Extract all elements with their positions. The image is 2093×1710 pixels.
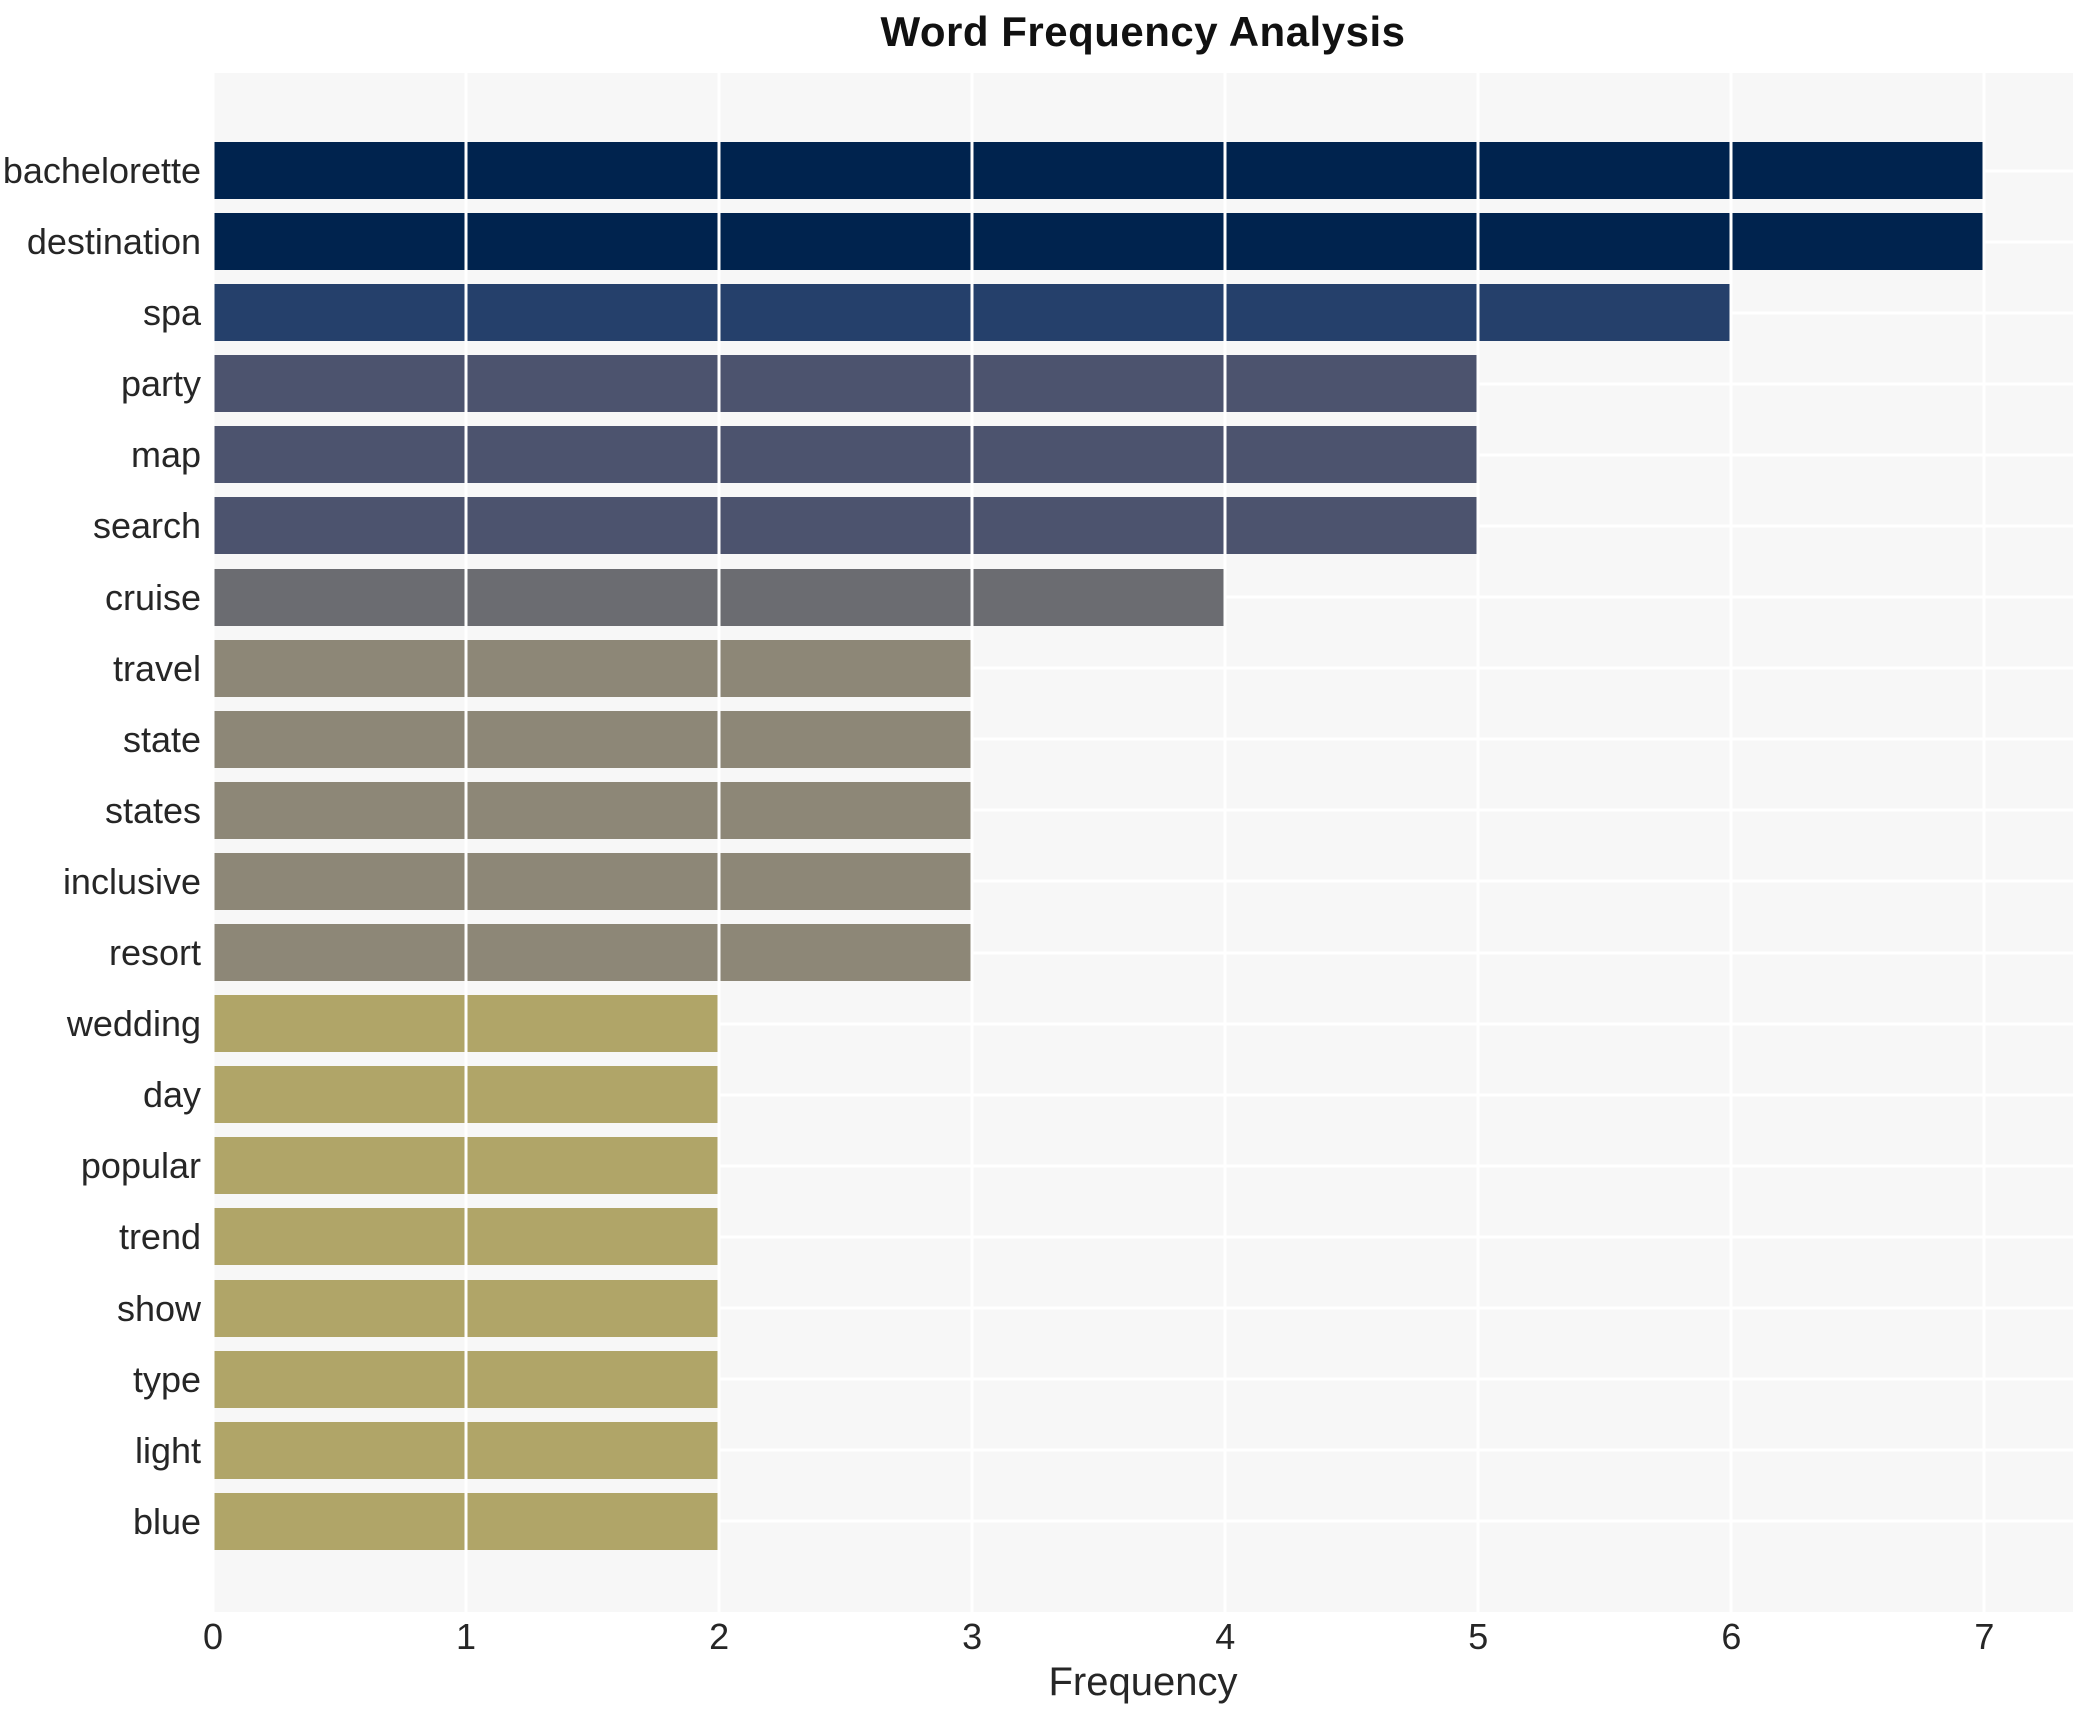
y-gridline [213, 1093, 2073, 1097]
x-tick-label-1: 1 [456, 1616, 477, 1657]
category-label-resort: resort [108, 932, 201, 974]
bar-row-bachelorette: bachelorette [3, 142, 2073, 199]
frequency-bar-map [213, 426, 1479, 484]
category-label-blue: blue [132, 1500, 201, 1542]
x-gridline-3 [970, 73, 974, 1612]
category-label-inclusive: inclusive [62, 860, 201, 902]
y-gridline [213, 1448, 2073, 1452]
y-gridline [213, 951, 2073, 955]
category-label-show: show [116, 1287, 201, 1329]
bar-row-blue: blue [133, 1492, 2073, 1550]
chart-title: Word Frequency Analysis [880, 8, 1406, 55]
x-gridline-1 [464, 73, 468, 1612]
x-axis-title: Frequency [1048, 1660, 1238, 1704]
x-tick-label-3: 3 [962, 1616, 983, 1657]
category-label-light: light [134, 1429, 201, 1471]
y-gridline [213, 879, 2073, 883]
category-label-type: type [132, 1358, 201, 1400]
y-gridline [213, 1022, 2073, 1026]
x-gridline-2 [717, 73, 721, 1612]
category-label-bachelorette: bachelorette [2, 150, 201, 191]
bar-row-resort: resort [109, 924, 2073, 982]
category-label-destination: destination [26, 221, 201, 263]
frequency-bar-state [213, 710, 973, 768]
bar-row-destination: destination [27, 213, 2073, 271]
frequency-bar-party [213, 355, 1479, 413]
category-label-state: state [122, 718, 201, 760]
frequency-bar-states [213, 781, 973, 839]
x-tick-label-0: 0 [202, 1616, 224, 1657]
bar-row-inclusive: inclusive [63, 852, 2073, 910]
frequency-bar-search [213, 497, 1479, 555]
bar-row-popular: popular [81, 1137, 2073, 1195]
frequency-bar-travel [213, 639, 973, 697]
plot-area: bachelorette destination spa party map search… [3, 73, 2073, 1612]
x-gridline-6 [1729, 73, 1733, 1612]
bar-row-wedding: wedding [67, 995, 2073, 1053]
x-tick-label-6: 6 [1721, 1616, 1742, 1657]
category-label-wedding: wedding [66, 1003, 201, 1045]
bar-row-party: party [121, 355, 2073, 413]
bar-row-states: states [105, 781, 2073, 839]
x-tick-label-2: 2 [709, 1616, 730, 1657]
bar-row-day: day [143, 1066, 2073, 1124]
y-gridline [213, 1519, 2073, 1523]
category-label-spa: spa [142, 292, 201, 334]
x-gridline-4 [1223, 73, 1227, 1612]
y-gridline [213, 1306, 2073, 1310]
x-tick-label-4: 4 [1215, 1616, 1236, 1657]
category-label-cruise: cruise [104, 576, 201, 618]
y-gridline [213, 1377, 2073, 1381]
bar-row-cruise: cruise [105, 568, 2073, 626]
y-gridline [213, 737, 2073, 741]
category-label-search: search [92, 505, 201, 547]
category-label-states: states [104, 789, 201, 831]
frequency-bar-destination [213, 213, 1985, 271]
frequency-bar-resort [213, 924, 973, 982]
bar-row-light: light [135, 1421, 2073, 1479]
bar-rows-container: bachelorette destination spa party map search… [3, 73, 2073, 1612]
category-label-trend: trend [118, 1216, 201, 1258]
category-label-day: day [142, 1074, 201, 1116]
y-gridline [213, 808, 2073, 812]
x-gridline-7 [1982, 73, 1986, 1612]
y-gridline [213, 666, 2073, 670]
frequency-bar-inclusive [213, 852, 973, 910]
category-label-popular: popular [80, 1145, 201, 1187]
category-label-map: map [130, 434, 201, 476]
y-gridline [213, 1235, 2073, 1239]
category-label-travel: travel [112, 647, 201, 689]
bar-row-search: search [93, 497, 2073, 555]
x-tick-label-7: 7 [1974, 1616, 1995, 1657]
x-gridline-5 [1476, 73, 1480, 1612]
bar-row-map: map [131, 426, 2073, 484]
bar-row-state: state [123, 710, 2073, 768]
x-tick-label-5: 5 [1468, 1616, 1489, 1657]
y-gridline [213, 1164, 2073, 1168]
bar-row-travel: travel [113, 639, 2073, 697]
bar-row-trend: trend [119, 1208, 2073, 1266]
x-gridline-0 [211, 73, 215, 1612]
frequency-bar-bachelorette [213, 142, 1985, 199]
category-label-party: party [120, 363, 201, 405]
bar-row-spa: spa [143, 284, 2073, 342]
bar-row-type: type [133, 1350, 2073, 1408]
bar-row-show: show [117, 1279, 2073, 1337]
